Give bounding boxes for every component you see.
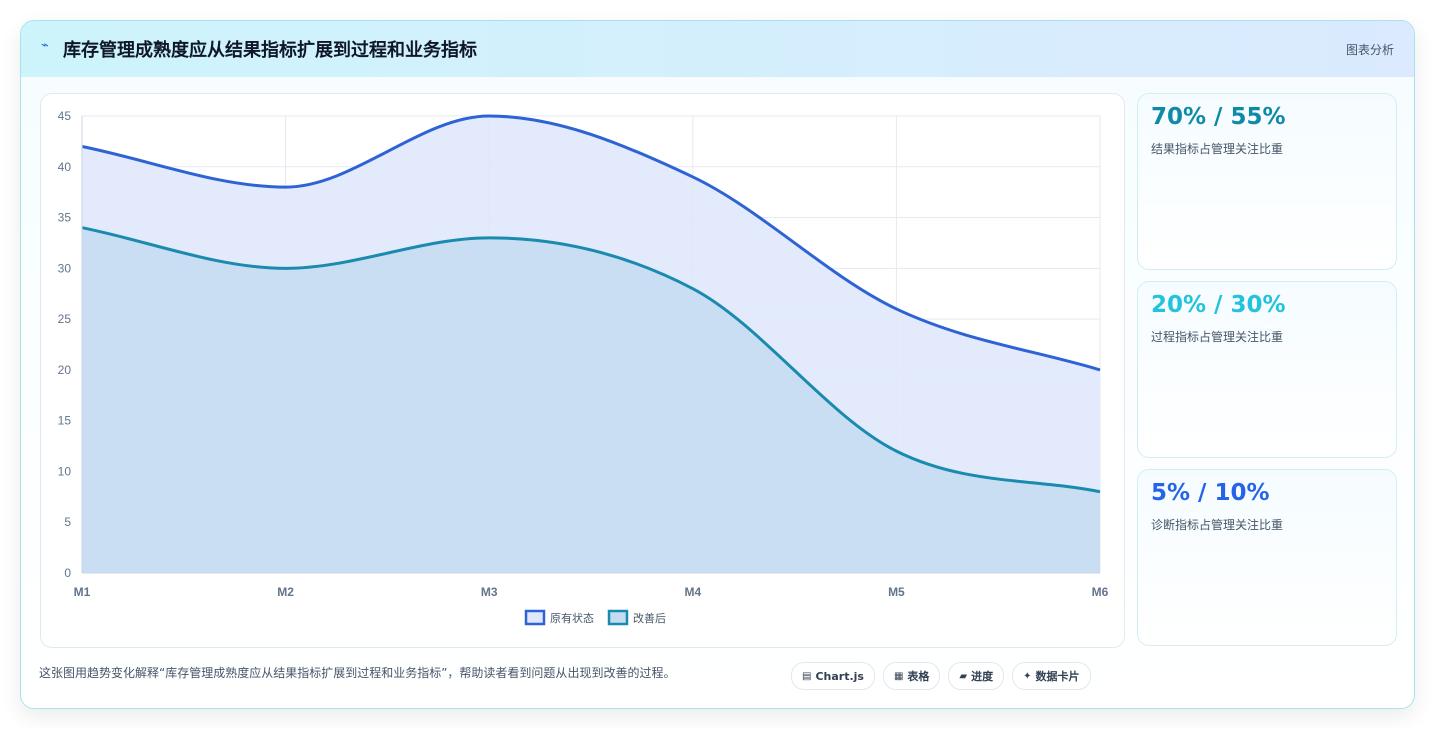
series-area: [82, 227, 1100, 573]
stat-value: 5% / 10%: [1151, 480, 1270, 506]
x-tick-label: M5: [888, 585, 905, 599]
lightning-icon: ⌁: [41, 38, 49, 53]
y-tick-label: 10: [58, 464, 72, 478]
y-tick-label: 20: [58, 363, 72, 377]
data-point: [691, 287, 695, 291]
table-icon: ▦: [893, 670, 904, 682]
stat-card-process: 20% / 30% 过程指标占管理关注比重: [1137, 281, 1397, 458]
data-point: [487, 114, 491, 118]
stat-label: 诊断指标占管理关注比重: [1151, 518, 1284, 532]
legend-swatch: [524, 609, 546, 626]
y-tick-label: 0: [64, 566, 71, 580]
data-point: [894, 307, 898, 311]
stat-card-result: 70% / 55% 结果指标占管理关注比重: [1137, 93, 1397, 270]
y-tick-label: 25: [58, 312, 72, 326]
series-line: [81, 114, 1101, 372]
progress-icon: ▰: [959, 670, 968, 682]
data-point: [691, 175, 695, 179]
chart-icon: ▤: [802, 670, 812, 682]
stat-label: 过程指标占管理关注比重: [1151, 330, 1284, 344]
x-tick-label: M1: [74, 585, 91, 599]
chart-analysis-label[interactable]: 图表分析: [1345, 43, 1394, 57]
tag-label: 进度: [971, 670, 994, 683]
y-tick-label: 5: [64, 515, 71, 529]
data-point: [1098, 490, 1102, 494]
y-tick-label: 30: [58, 261, 72, 275]
stat-value: 70% / 55%: [1151, 104, 1286, 130]
y-tick-label: 45: [58, 109, 72, 123]
x-tick-label: M2: [277, 585, 294, 599]
stat-value: 20% / 30%: [1151, 292, 1286, 318]
chart-panel: 0 5 10 15 20 25 30 35 40 45 M1 M2 M3 M4 M5 M6 原有状态 改善后: [40, 93, 1125, 648]
data-point: [487, 236, 491, 240]
legend-label: 原有状态: [550, 611, 594, 625]
y-tick-label: 40: [58, 160, 72, 174]
chart-card: ⌁ 库存管理成熟度应从结果指标扩展到过程和业务指标 图表分析 0 5 10 15 20 2…: [20, 20, 1415, 709]
legend-label: 改善后: [633, 611, 666, 625]
x-tick-label: M6: [1092, 585, 1109, 599]
tag-progress[interactable]: ▰ 进度: [948, 662, 1005, 690]
data-point: [284, 185, 288, 189]
stat-card-diagnostic: 5% / 10% 诊断指标占管理关注比重: [1137, 469, 1397, 646]
stat-label: 结果指标占管理关注比重: [1151, 142, 1284, 156]
tag-chartjs[interactable]: ▤ Chart.js: [791, 662, 875, 690]
tag-data-cards[interactable]: ✦ 数据卡片: [1012, 662, 1091, 690]
tag-table[interactable]: ▦ 表格: [882, 662, 941, 690]
card-title: 库存管理成熟度应从结果指标扩展到过程和业务指标: [63, 40, 477, 61]
footnote: 这张图用趋势变化解释“库存管理成熟度应从结果指标扩展到过程和业务指标”，帮助读者…: [39, 666, 676, 680]
tag-list: ▤ Chart.js ▦ 表格 ▰ 进度 ✦ 数据卡片: [791, 662, 1091, 690]
tag-label: Chart.js: [815, 669, 864, 683]
x-tick-label: M4: [684, 585, 701, 599]
y-tick-label: 35: [58, 211, 72, 225]
x-tick-label: M3: [481, 585, 498, 599]
card-header: ⌁ 库存管理成熟度应从结果指标扩展到过程和业务指标 图表分析: [21, 21, 1414, 77]
data-point: [894, 449, 898, 453]
data-point: [1098, 368, 1102, 372]
area-chart: 0 5 10 15 20 25 30 35 40 45 M1 M2 M3 M4 M5 M6 原有状态 改善后: [58, 109, 1109, 626]
series-line: [81, 226, 1101, 494]
data-point: [284, 266, 288, 270]
tag-label: 数据卡片: [1035, 670, 1080, 683]
sparkle-icon: ✦: [1023, 670, 1032, 682]
y-tick-label: 15: [58, 414, 72, 428]
legend-swatch: [607, 609, 629, 626]
tag-label: 表格: [907, 670, 930, 683]
